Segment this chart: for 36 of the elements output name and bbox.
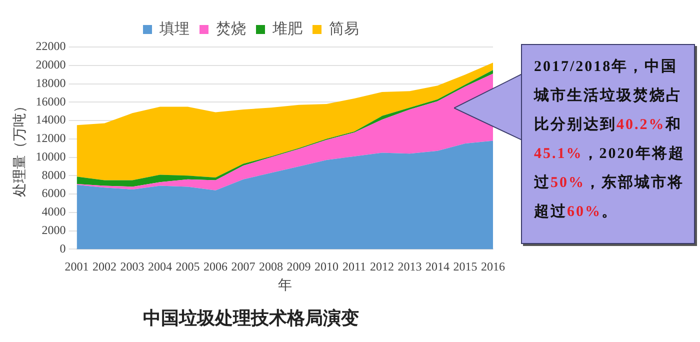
- x-tick-label: 2004: [148, 260, 172, 274]
- x-tick-label: 2013: [398, 260, 422, 274]
- legend-label: 填埋: [158, 20, 190, 38]
- y-tick-label: 20000: [36, 58, 66, 72]
- x-tick-label: 2012: [370, 260, 394, 274]
- legend-label: 堆肥: [272, 20, 302, 38]
- y-tick-label: 16000: [36, 94, 66, 108]
- x-tick-label: 2009: [286, 260, 311, 274]
- y-tick-label: 6000: [42, 186, 66, 200]
- x-tick-label: 2011: [342, 260, 366, 274]
- y-tick-label: 8000: [42, 168, 66, 182]
- legend-label: 焚烧: [216, 20, 246, 38]
- x-tick-label: 2008: [259, 260, 284, 274]
- x-tick-label: 2010: [314, 260, 339, 274]
- y-tick-label: 18000: [36, 76, 66, 90]
- x-tick-label: 2002: [92, 260, 117, 274]
- y-tick-label: 14000: [36, 112, 66, 127]
- text: 中国垃圾处理技术格局演变: [143, 308, 359, 328]
- x-tick-label: 2005: [176, 260, 200, 274]
- y-tick-label: 10000: [36, 149, 66, 164]
- y-axis-title: 处理量（万吨）: [12, 99, 28, 198]
- y-tick-label: 22000: [36, 39, 66, 54]
- x-tick-label: 2003: [120, 260, 144, 274]
- x-tick-label: 2014: [426, 260, 450, 274]
- y-tick-label: 0: [60, 241, 66, 256]
- x-tick-label: 2001: [64, 260, 89, 274]
- x-tick-label: 2016: [481, 260, 505, 274]
- text: 2017/2018年，中国城市生活垃圾焚烧占比分别达到40.2%和45.1%，2020年将超过50%，东部城市将超过60%。: [534, 59, 685, 220]
- x-axis-title: 年: [278, 278, 292, 294]
- x-tick-label: 2007: [231, 260, 256, 274]
- legend-label: 简易: [329, 20, 359, 38]
- x-tick-label: 2006: [204, 260, 228, 274]
- y-tick-label: 4000: [42, 204, 66, 219]
- x-tick-label: 2015: [453, 260, 478, 274]
- y-tick-label: 2000: [42, 222, 66, 237]
- y-tick-label: 12000: [36, 131, 66, 146]
